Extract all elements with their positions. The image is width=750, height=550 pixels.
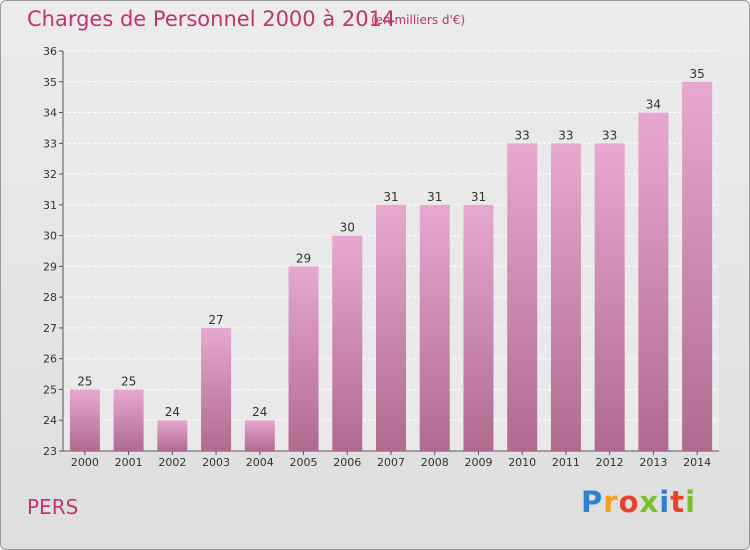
- bar: [507, 143, 538, 452]
- bar: [463, 204, 494, 451]
- data-label: 34: [646, 98, 661, 112]
- data-label: 24: [252, 405, 267, 419]
- y-tick-label: 25: [43, 383, 57, 396]
- logo-letter: x: [639, 485, 660, 519]
- bar: [682, 81, 713, 452]
- x-tick-label: 2014: [683, 456, 711, 469]
- y-tick-label: 28: [43, 291, 57, 304]
- y-tick-label: 31: [43, 199, 57, 212]
- data-label: 24: [165, 405, 180, 419]
- chart-subtitle: (en milliers d'€): [371, 13, 466, 27]
- bar: [638, 112, 669, 452]
- y-tick-label: 32: [43, 168, 57, 181]
- y-tick-label: 24: [43, 414, 57, 427]
- logo-letter: i: [659, 485, 671, 519]
- logo-letter: t: [670, 485, 686, 519]
- data-label: 25: [121, 374, 136, 388]
- bar: [201, 327, 232, 451]
- y-tick-label: 26: [43, 353, 57, 366]
- x-tick-label: 2004: [246, 456, 274, 469]
- bar: [113, 389, 144, 451]
- data-label: 25: [77, 374, 92, 388]
- x-tick-label: 2002: [158, 456, 186, 469]
- x-tick-label: 2006: [333, 456, 361, 469]
- bar: [157, 420, 188, 451]
- bar: [594, 143, 625, 452]
- logo-letter: r: [603, 485, 619, 519]
- data-label: 31: [427, 190, 442, 204]
- y-tick-label: 29: [43, 260, 57, 273]
- x-tick-label: 2010: [508, 456, 536, 469]
- data-label: 27: [208, 313, 223, 327]
- bar: [244, 420, 275, 451]
- x-tick-label: 2005: [290, 456, 318, 469]
- data-label: 33: [558, 128, 573, 142]
- bar: [419, 204, 450, 451]
- logo-letter: o: [618, 485, 640, 519]
- x-tick-label: 2009: [464, 456, 492, 469]
- x-tick-label: 2011: [552, 456, 580, 469]
- chart-title: Charges de Personnel 2000 à 2014: [27, 7, 396, 31]
- x-tick-label: 2012: [596, 456, 624, 469]
- bar: [288, 266, 319, 451]
- y-tick-label: 36: [43, 45, 57, 58]
- bar: [550, 143, 581, 452]
- y-tick-label: 27: [43, 322, 57, 335]
- y-tick-label: 30: [43, 230, 57, 243]
- place-name: PERS: [27, 495, 79, 519]
- bar: [69, 389, 100, 451]
- x-tick-label: 2013: [639, 456, 667, 469]
- data-label: 33: [515, 128, 530, 142]
- data-label: 33: [602, 128, 617, 142]
- proxiti-logo: Proxiti: [581, 485, 696, 519]
- data-label: 31: [383, 190, 398, 204]
- logo-letter: i: [685, 485, 697, 519]
- y-tick-label: 34: [43, 107, 57, 120]
- x-tick-label: 2007: [377, 456, 405, 469]
- y-tick-label: 33: [43, 137, 57, 150]
- bar: [332, 235, 363, 451]
- x-tick-label: 2003: [202, 456, 230, 469]
- bar: [376, 204, 406, 451]
- data-label: 30: [340, 221, 355, 235]
- data-label: 35: [689, 67, 704, 81]
- x-tick-label: 2008: [421, 456, 449, 469]
- y-tick-label: 35: [43, 76, 57, 89]
- y-tick-label: 23: [43, 445, 57, 458]
- x-tick-label: 2001: [115, 456, 143, 469]
- logo-letter: P: [581, 485, 604, 519]
- x-tick-label: 2000: [71, 456, 99, 469]
- data-label: 31: [471, 190, 486, 204]
- data-label: 29: [296, 251, 311, 265]
